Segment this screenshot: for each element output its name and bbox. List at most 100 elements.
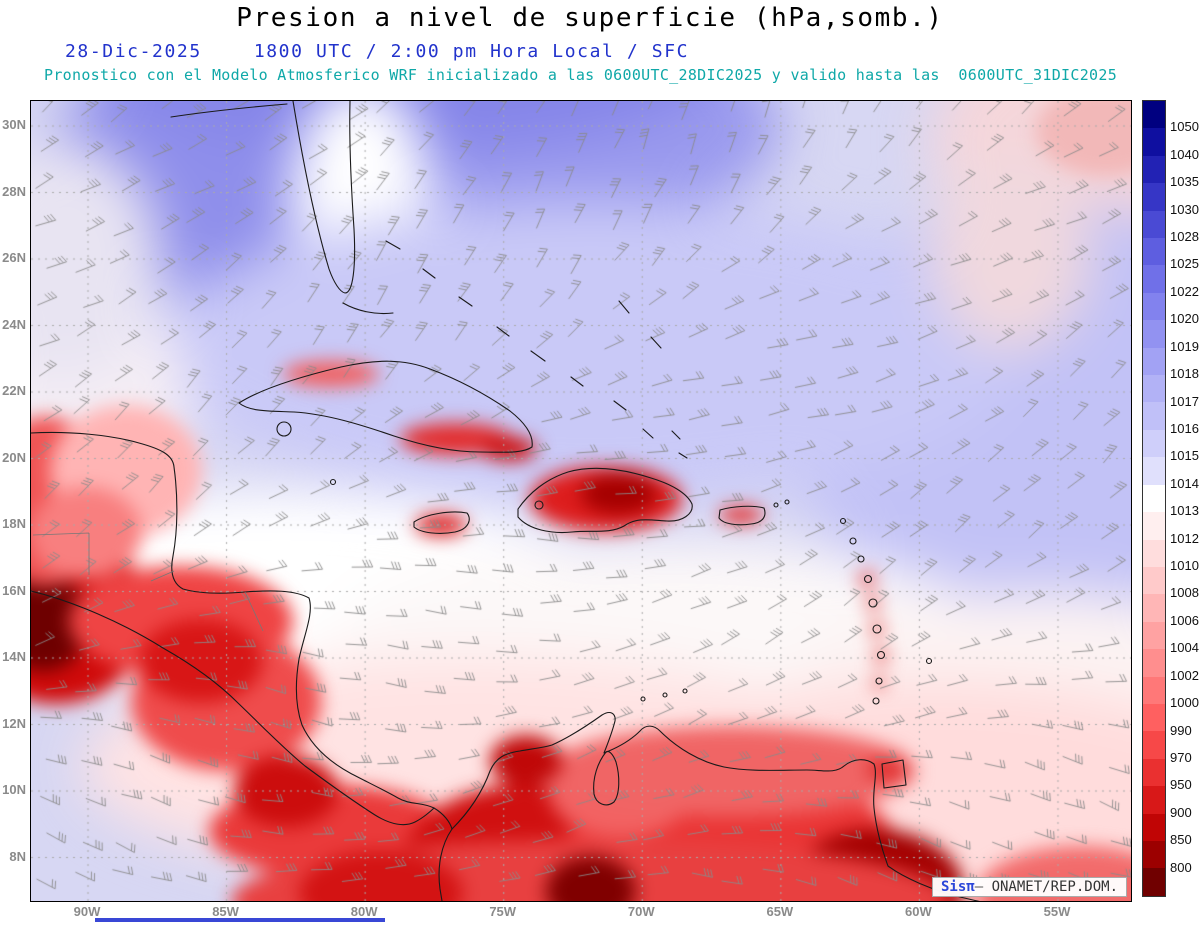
colorbar-label: 1022 xyxy=(1170,283,1199,299)
colorbar-label: 1035 xyxy=(1170,174,1199,190)
forecast-note: Pronostico con el Modelo Atmosferico WRF… xyxy=(44,66,1118,84)
lat-tick-label: 18N xyxy=(2,516,26,531)
lat-tick-label: 10N xyxy=(2,782,26,797)
colorbar-label: 800 xyxy=(1170,859,1192,875)
watermark: Sisπ— ONAMET/REP.DOM. xyxy=(931,877,1127,897)
colorbar-label: 1020 xyxy=(1170,311,1199,327)
wind-barbs-layer xyxy=(31,101,1131,901)
colorbar-cell-13 xyxy=(1143,457,1165,485)
florida-keys xyxy=(342,302,394,315)
colorbar-cell-25 xyxy=(1143,786,1165,814)
watermark-brand: Sisπ xyxy=(940,879,975,895)
lat-tick-label: 26N xyxy=(2,250,26,265)
colorbar-label: 1013 xyxy=(1170,503,1199,519)
watermark-text: ONAMET/REP.DOM. xyxy=(991,879,1118,895)
colorbar-label: 1014 xyxy=(1170,475,1199,491)
colorbar-cell-21 xyxy=(1143,676,1165,704)
colorbar-label: 1016 xyxy=(1170,420,1199,436)
colorbar-label: 970 xyxy=(1170,749,1192,765)
colorbar-label: 1010 xyxy=(1170,558,1199,574)
colorbar-cell-9 xyxy=(1143,347,1165,376)
colorbar-cell-16 xyxy=(1143,539,1165,567)
colorbar-cell-27 xyxy=(1143,840,1165,869)
colorbar-cell-11 xyxy=(1143,402,1165,430)
colorbar-cell-0 xyxy=(1143,101,1165,129)
colorbar-cell-18 xyxy=(1143,594,1165,622)
colorbar-label: 1040 xyxy=(1170,146,1199,162)
lat-tick-label: 28N xyxy=(2,183,26,199)
lon-tick-label: 55W xyxy=(1043,904,1071,919)
coastline-central-america-pacific xyxy=(31,590,435,826)
lon-tick-label: 60W xyxy=(905,904,932,919)
coastline-puerto-rico xyxy=(718,505,766,526)
colorbar-label: 1004 xyxy=(1170,640,1199,656)
colorbar-cell-5 xyxy=(1143,238,1165,266)
datetime-line: 28-Dic-2025 1800 UTC / 2:00 pm Hora Loca… xyxy=(65,41,689,62)
lon-tick-label: 85W xyxy=(212,904,239,919)
colorbar-cell-19 xyxy=(1143,621,1165,650)
lat-tick-label: 14N xyxy=(2,649,26,664)
lat-tick-label: 12N xyxy=(2,715,26,731)
coastline-gulf-coast xyxy=(170,103,288,118)
colorbar-label: 1030 xyxy=(1170,201,1199,217)
lon-tick-label: 70W xyxy=(627,904,655,919)
lon-tick-label: 75W xyxy=(489,904,517,919)
colorbar-label: 1002 xyxy=(1170,667,1199,683)
map-area: Sisπ— ONAMET/REP.DOM. xyxy=(30,100,1132,902)
trinidad-island xyxy=(881,759,907,789)
colorbar-cell-28 xyxy=(1143,868,1165,896)
virgin-islands xyxy=(773,499,790,508)
time-label: 1800 UTC / 2:00 pm Hora Local / SFC xyxy=(253,41,690,62)
lat-tick-label: 8N xyxy=(9,848,26,864)
coastline-cuba xyxy=(238,360,533,453)
coastline-bahamas xyxy=(385,240,688,459)
colorbar-cell-22 xyxy=(1143,703,1165,732)
colorbar-cell-10 xyxy=(1143,375,1165,403)
lon-tick-label: 90W xyxy=(73,904,101,919)
isle-of-youth xyxy=(276,421,292,437)
colorbar-cell-24 xyxy=(1143,758,1165,787)
colorbar-label: 900 xyxy=(1170,804,1192,820)
cayman-islands xyxy=(329,478,337,486)
coastline-jamaica xyxy=(413,511,470,534)
colorbar-label: 950 xyxy=(1170,777,1192,793)
colorbar-label: 1025 xyxy=(1170,256,1199,272)
colorbar xyxy=(1142,100,1166,897)
colorbar-label: 850 xyxy=(1170,832,1192,848)
colorbar-cell-26 xyxy=(1143,813,1165,841)
lon-tick-label: 80W xyxy=(350,904,378,919)
colorbar-cell-23 xyxy=(1143,731,1165,759)
colorbar-cell-17 xyxy=(1143,566,1165,595)
country-borders xyxy=(32,532,264,632)
lat-tick-label: 20N xyxy=(2,449,26,465)
colorbar-cell-20 xyxy=(1143,649,1165,677)
date-label: 28-Dic-2025 xyxy=(65,41,202,62)
colorbar-cell-1 xyxy=(1143,128,1165,156)
lesser-antilles-islands xyxy=(839,517,933,705)
colorbar-label: 1012 xyxy=(1170,530,1199,546)
lat-tick-label: 22N xyxy=(2,383,26,398)
colorbar-cell-8 xyxy=(1143,320,1165,348)
lon-tick-label: 65W xyxy=(766,904,794,919)
colorbar-label: 1019 xyxy=(1170,338,1199,354)
coastline-florida xyxy=(292,101,356,294)
lat-tick-label: 16N xyxy=(2,582,26,598)
colorbar-cell-6 xyxy=(1143,265,1165,293)
colorbar-cell-7 xyxy=(1143,292,1165,321)
colorbar-label: 1050 xyxy=(1170,119,1199,135)
colorbar-label: 1015 xyxy=(1170,448,1199,464)
colorbar-cell-4 xyxy=(1143,210,1165,239)
colorbar-label: 1000 xyxy=(1170,695,1199,711)
colorbar-cell-14 xyxy=(1143,484,1165,513)
colorbar-label: 1018 xyxy=(1170,366,1199,382)
colorbar-label: 1028 xyxy=(1170,229,1199,245)
colorbar-label: 990 xyxy=(1170,722,1192,738)
colorbar-cell-3 xyxy=(1143,183,1165,211)
abc-islands xyxy=(640,688,688,702)
gonave-island xyxy=(534,500,544,510)
coastline-south-america xyxy=(451,712,980,901)
page-title: Presion a nivel de superficie (hPa,somb.… xyxy=(236,3,944,33)
colorbar-cell-12 xyxy=(1143,429,1165,458)
coastline-hispaniola xyxy=(517,467,693,534)
